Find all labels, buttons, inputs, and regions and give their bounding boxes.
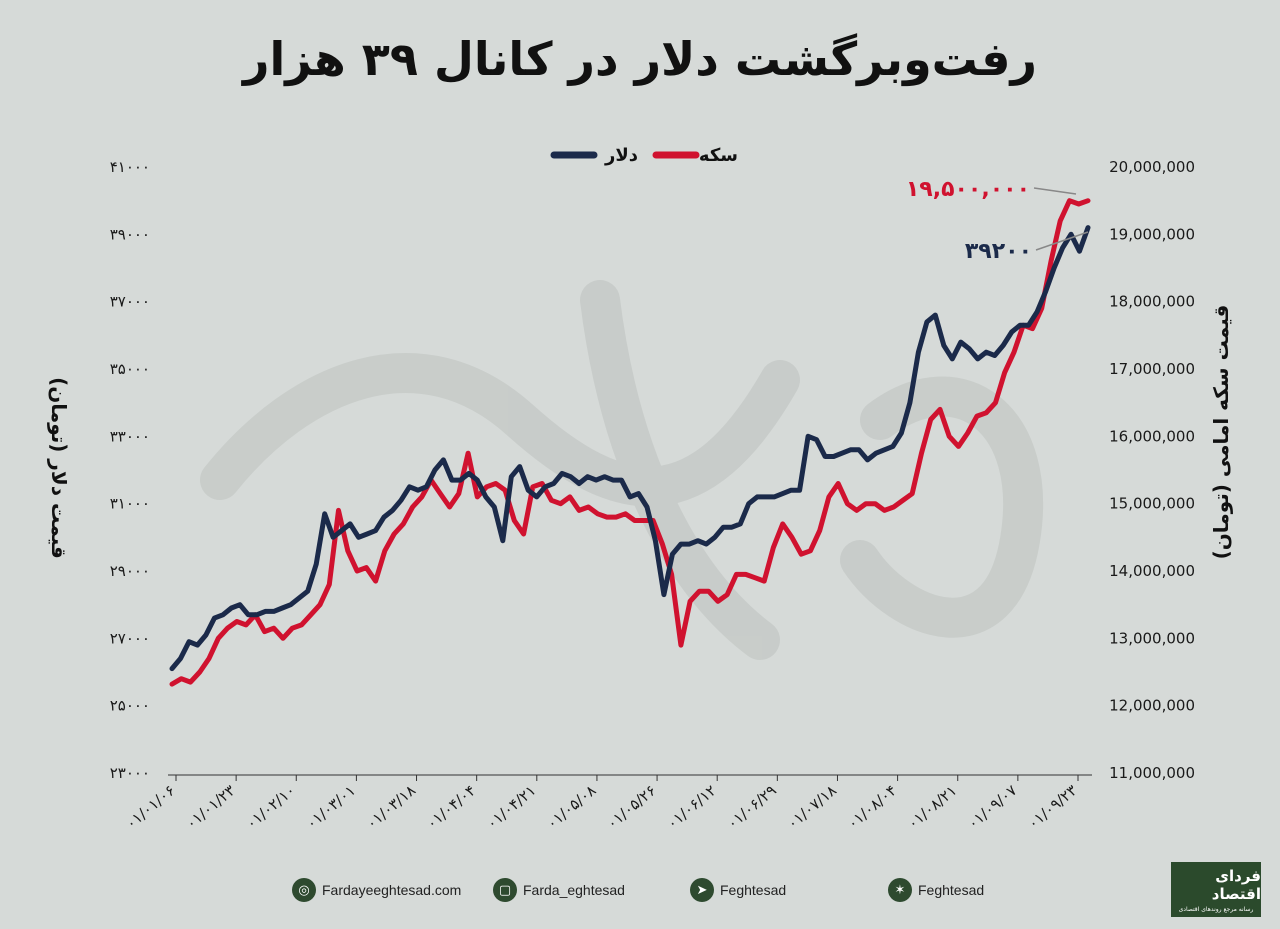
twitter-link[interactable]: ✶ Feghtesad [888, 878, 984, 902]
right-tick-label: 15,000,000 [1109, 495, 1195, 513]
x-tick-label: ۰۱/۰۳/۰۱ [303, 781, 359, 832]
right-tick-label: 17,000,000 [1109, 360, 1195, 378]
left-tick-label: ۲۳۰۰۰ [110, 764, 150, 782]
twitter-text: Feghtesad [918, 882, 985, 898]
x-tick-label: ۰۱/۰۴/۰۴ [423, 781, 479, 832]
x-axis-ticks: ۰۱/۰۱/۰۶ ۰۱/۰۱/۲۳ ۰۱/۰۲/۱۰ ۰۱/۰۳/۰۱ ۰۱/۰۳/۱۸… [122, 775, 1081, 833]
twitter-icon: ✶ [888, 878, 912, 902]
left-tick-label: ۳۳۰۰۰ [110, 427, 150, 445]
right-tick-label: 14,000,000 [1109, 562, 1195, 580]
right-tick-label: 20,000,000 [1109, 158, 1195, 176]
telegram-link[interactable]: ➤ Feghtesad [690, 878, 786, 902]
globe-icon: ◎ [292, 878, 316, 902]
x-tick-label: ۰۱/۰۸/۲۱ [904, 781, 960, 832]
left-axis-ticks: ۴۱۰۰۰ ۳۹۰۰۰ ۳۷۰۰۰ ۳۵۰۰۰ ۳۳۰۰۰ ۳۱۰۰۰ ۲۹۰۰۰ ۲۷۰۰۰… [110, 158, 150, 782]
x-tick-label: ۰۱/۰۹/۰۷ [964, 781, 1020, 832]
legend-label-dollar: دلار [604, 145, 638, 166]
left-tick-label: ۳۷۰۰۰ [110, 293, 150, 311]
right-axis-ticks: 20,000,000 19,000,000 18,000,000 17,000,000… [1109, 158, 1195, 782]
left-tick-label: ۳۱۰۰۰ [110, 495, 150, 513]
left-tick-label: ۳۵۰۰۰ [110, 360, 150, 378]
left-tick-label: ۲۹۰۰۰ [110, 562, 150, 580]
right-tick-label: 16,000,000 [1109, 427, 1195, 445]
website-link[interactable]: ◎ Fardayeeghtesad.com [292, 878, 461, 902]
right-tick-label: 18,000,000 [1109, 293, 1195, 311]
x-tick-label: ۰۱/۰۵/۰۸ [543, 781, 599, 832]
legend: سکه دلار [550, 145, 738, 166]
telegram-text: Feghtesad [720, 882, 787, 898]
legend-label-coin: سکه [699, 145, 738, 166]
right-tick-label: 19,000,000 [1109, 225, 1195, 243]
left-tick-label: ۴۱۰۰۰ [110, 158, 150, 176]
x-tick-label: ۰۱/۰۹/۲۳ [1024, 781, 1080, 832]
left-tick-label: ۲۷۰۰۰ [110, 629, 150, 647]
logo-subtitle: رسانه مرجع روندهای اقتصادی [1178, 905, 1254, 913]
footer: ◎ Fardayeeghtesad.com ▢ Farda_eghtesad ➤… [0, 872, 1160, 912]
instagram-link[interactable]: ▢ Farda_eghtesad [493, 878, 625, 902]
chart-title: رفت‌وبرگشت دلار در کانال ۳۹ هزار [243, 32, 1037, 86]
x-tick-label: ۰۱/۰۱/۰۶ [122, 781, 178, 832]
x-tick-label: ۰۱/۰۸/۰۴ [844, 781, 900, 832]
left-tick-label: ۳۹۰۰۰ [110, 225, 150, 243]
watermark [200, 280, 1044, 660]
series-line-dollar [169, 225, 1091, 672]
instagram-icon: ▢ [493, 878, 517, 902]
x-tick-label: ۰۱/۰۵/۲۶ [603, 781, 659, 832]
annotation-dollar-last: ۳۹۲۰۰ [965, 239, 1032, 264]
left-axis-title: قیمت دلار (تومان) [47, 377, 71, 559]
logo-title: فردای اقتصاد [1211, 866, 1261, 903]
annotation-leader-dollar [1035, 231, 1089, 251]
left-tick-label: ۲۵۰۰۰ [110, 697, 150, 715]
x-tick-label: ۰۱/۰۳/۱۸ [363, 781, 419, 832]
right-tick-label: 11,000,000 [1109, 764, 1195, 782]
annotation-coin-last: ۱۹,۵۰۰,۰۰۰ [906, 177, 1030, 202]
right-axis-title: قیمت سکه امامی (تومان) [1209, 305, 1233, 560]
brand-logo: فردای اقتصاد رسانه مرجع روندهای اقتصادی [1171, 862, 1261, 917]
right-tick-label: 13,000,000 [1109, 629, 1195, 647]
x-tick-label: ۰۱/۰۷/۱۸ [784, 781, 840, 832]
annotation-leader-coin [1033, 187, 1077, 195]
x-tick-label: ۰۱/۰۴/۲۱ [483, 781, 539, 832]
right-tick-label: 12,000,000 [1109, 697, 1195, 715]
x-tick-label: ۰۱/۰۲/۱۰ [242, 781, 298, 832]
website-text: Fardayeeghtesad.com [322, 882, 462, 898]
series-line-coin [169, 198, 1091, 687]
instagram-text: Farda_eghtesad [523, 882, 625, 898]
x-tick-label: ۰۱/۰۶/۲۹ [724, 781, 780, 832]
x-tick-label: ۰۱/۰۶/۱۲ [663, 781, 719, 832]
x-tick-label: ۰۱/۰۱/۲۳ [182, 781, 238, 832]
telegram-icon: ➤ [690, 878, 714, 902]
